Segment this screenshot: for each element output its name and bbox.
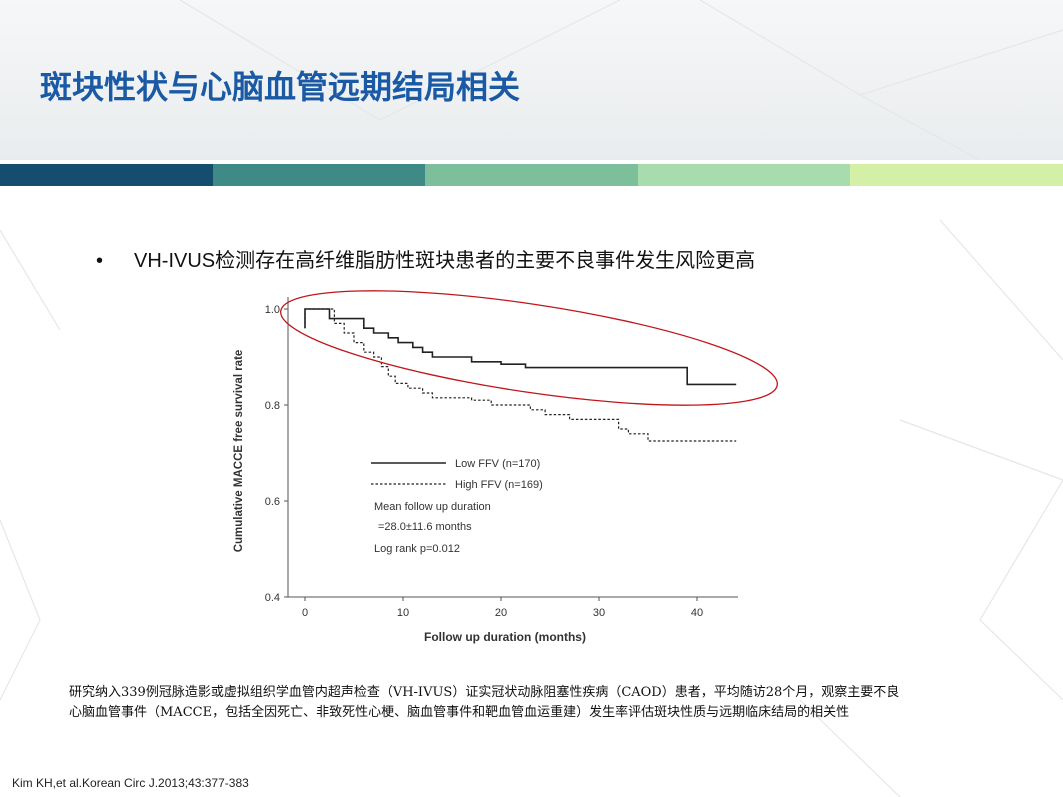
chart-annotation: Mean follow up duration [374, 501, 491, 513]
x-tick-label: 40 [691, 607, 703, 619]
stripe-segment [425, 164, 638, 186]
x-tick-label: 20 [495, 607, 507, 619]
x-tick-label: 30 [593, 607, 605, 619]
y-axis-label: Cumulative MACCE free survival rate [233, 350, 245, 553]
chart-annotation: Log rank p=0.012 [374, 543, 460, 555]
stripe-segment [0, 164, 213, 186]
low-ffv-curve [304, 308, 737, 386]
y-tick-label: 0.6 [265, 496, 280, 508]
stripe-segment [212, 164, 426, 186]
header-band [0, 0, 1063, 160]
y-tick-label: 0.8 [265, 400, 280, 412]
stripe-segment [637, 164, 851, 186]
x-tick-label: 0 [302, 607, 308, 619]
y-tick-label: 0.4 [265, 592, 280, 604]
y-tick-label: 1.0 [265, 304, 280, 316]
color-stripe-bar [0, 164, 1063, 186]
bullet-text: VH-IVUS检测存在高纤维脂肪性斑块患者的主要不良事件发生风险更高 [134, 250, 756, 272]
bullet-symbol: • [96, 250, 104, 272]
study-description-line: 研究纳入339例冠脉造影或虚拟组织学血管内超声检查（VH-IVUS）证实冠状动脉… [69, 685, 900, 700]
x-axis-label: Follow up duration (months) [424, 630, 586, 644]
study-description: 研究纳入339例冠脉造影或虚拟组织学血管内超声检查（VH-IVUS）证实冠状动脉… [69, 683, 1009, 723]
chart-annotation: =28.0±11.6 months [378, 521, 472, 533]
legend-label-low: Low FFV (n=170) [455, 458, 540, 470]
legend-label-high: High FFV (n=169) [455, 479, 543, 491]
bullet-point: • VH-IVUS检测存在高纤维脂肪性斑块患者的主要不良事件发生风险更高 [96, 244, 755, 273]
citation: Kim KH,et al.Korean Circ J.2013;43:377-3… [12, 776, 249, 790]
study-description-line: 心脑血管事件（MACCE，包括全因死亡、非致死性心梗、脑血管事件和靶血管血运重建… [69, 705, 850, 720]
chart-svg: 0.4 0.6 0.8 1.0 0 10 20 30 40 Follow up duration … [233, 297, 738, 644]
slide-title: 斑块性状与心脑血管远期结局相关 [40, 68, 521, 106]
x-tick-label: 10 [397, 607, 409, 619]
stripe-segment [850, 164, 1063, 186]
survival-chart: 0.4 0.6 0.8 1.0 0 10 20 30 40 Follow up duration … [220, 291, 750, 659]
